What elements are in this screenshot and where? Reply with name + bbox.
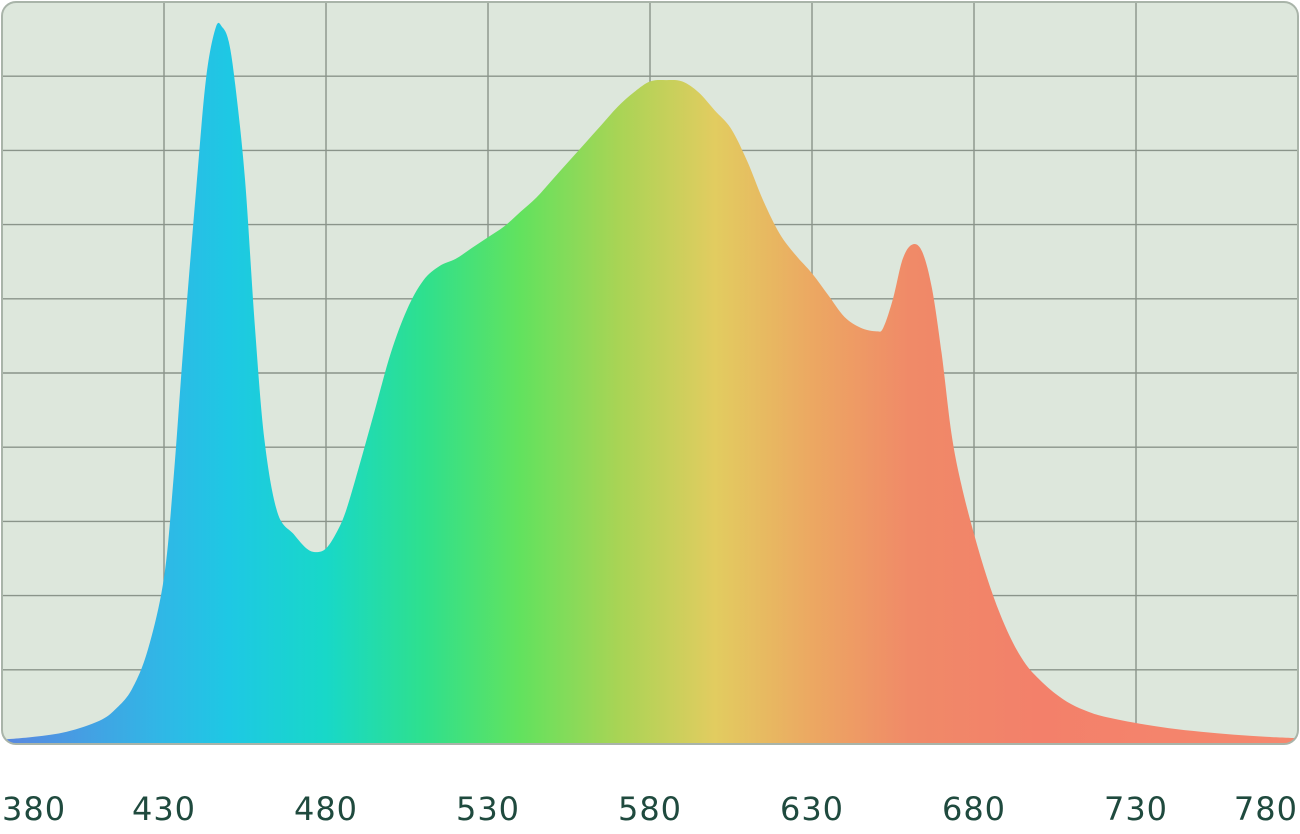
x-tick-label: 580 <box>618 790 682 828</box>
x-axis-ticks: 380 430 480 530 580 630 680 730 780 <box>2 790 1298 828</box>
plot-border <box>1 1 1299 745</box>
x-tick-label: 530 <box>456 790 520 828</box>
x-tick-label: 430 <box>132 790 196 828</box>
x-tick-label: 680 <box>942 790 1006 828</box>
x-tick-label: 730 <box>1104 790 1168 828</box>
x-tick-label: 630 <box>780 790 844 828</box>
x-tick-label: 380 <box>2 790 66 828</box>
x-tick-label: 780 <box>1234 790 1298 828</box>
spectrum-area <box>2 22 1298 744</box>
x-tick-label: 480 <box>294 790 358 828</box>
